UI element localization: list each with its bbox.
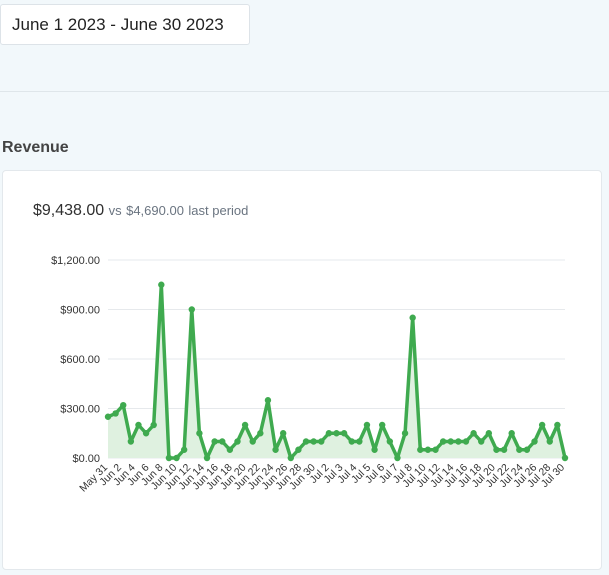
data-point <box>104 413 112 420</box>
data-point <box>241 421 249 429</box>
data-point <box>462 438 470 445</box>
data-point <box>432 446 439 453</box>
data-point <box>439 438 447 445</box>
date-range-label: June 1 2023 - June 30 2023 <box>12 14 224 34</box>
date-range-picker[interactable]: June 1 2023 - June 30 2023 <box>0 4 250 45</box>
data-point <box>455 438 462 445</box>
data-point <box>135 421 142 429</box>
data-point <box>371 446 378 453</box>
data-point <box>554 421 561 429</box>
data-point <box>485 430 493 437</box>
data-point <box>493 446 500 453</box>
data-point <box>173 454 180 462</box>
data-point <box>538 421 546 429</box>
data-point <box>356 438 363 445</box>
revenue-total: $9,438.00 <box>33 202 105 219</box>
previous-period-value: $4,690.00 <box>126 203 184 218</box>
data-point <box>409 314 416 321</box>
data-point <box>295 446 302 453</box>
data-point <box>401 430 409 437</box>
data-point <box>302 438 310 445</box>
data-point <box>500 446 508 453</box>
data-point <box>287 454 294 462</box>
data-point <box>325 430 333 437</box>
data-point <box>447 438 454 445</box>
data-point <box>127 438 135 445</box>
data-point <box>470 430 477 437</box>
data-point <box>508 430 515 437</box>
data-point <box>203 454 211 462</box>
data-point <box>120 402 127 409</box>
series-area <box>108 284 565 458</box>
data-point <box>531 438 538 445</box>
data-point <box>150 421 157 429</box>
data-point <box>142 430 150 437</box>
data-point <box>394 454 401 462</box>
data-point <box>264 397 272 404</box>
section-title: Revenue <box>2 139 69 156</box>
y-tick-label: $1,200.00 <box>51 255 100 267</box>
data-point <box>226 446 234 453</box>
data-point <box>386 438 394 445</box>
data-point <box>211 438 218 445</box>
data-point <box>318 438 325 445</box>
data-point <box>333 430 340 437</box>
data-point <box>348 438 355 445</box>
data-point <box>523 446 531 453</box>
y-tick-label: $300.00 <box>60 404 100 416</box>
previous-period-suffix: last period <box>188 203 249 218</box>
data-point <box>478 438 485 445</box>
data-point <box>188 306 195 313</box>
data-point <box>219 438 226 445</box>
data-point <box>424 446 432 453</box>
revenue-card: $9,438.00 vs $4,690.00 last period $0.00… <box>2 170 602 570</box>
data-point <box>272 446 279 453</box>
revenue-summary: $9,438.00 vs $4,690.00 last period <box>33 202 248 220</box>
data-point <box>379 421 386 429</box>
data-point <box>257 430 264 437</box>
data-point <box>112 410 119 417</box>
data-point <box>363 421 371 429</box>
divider <box>0 91 609 92</box>
data-point <box>196 430 203 437</box>
data-point <box>249 438 256 445</box>
data-point <box>158 281 165 288</box>
data-point <box>279 430 287 437</box>
data-point <box>417 446 424 453</box>
data-point <box>340 430 348 437</box>
vs-label: vs <box>108 203 122 218</box>
y-tick-label: $900.00 <box>60 305 100 317</box>
data-point <box>165 454 173 462</box>
data-point <box>516 446 523 453</box>
data-point <box>546 438 553 445</box>
y-tick-label: $0.00 <box>72 453 100 465</box>
data-point <box>234 438 241 445</box>
y-tick-label: $600.00 <box>60 354 100 366</box>
data-point <box>561 454 569 462</box>
data-point <box>310 438 317 445</box>
data-point <box>180 446 188 453</box>
